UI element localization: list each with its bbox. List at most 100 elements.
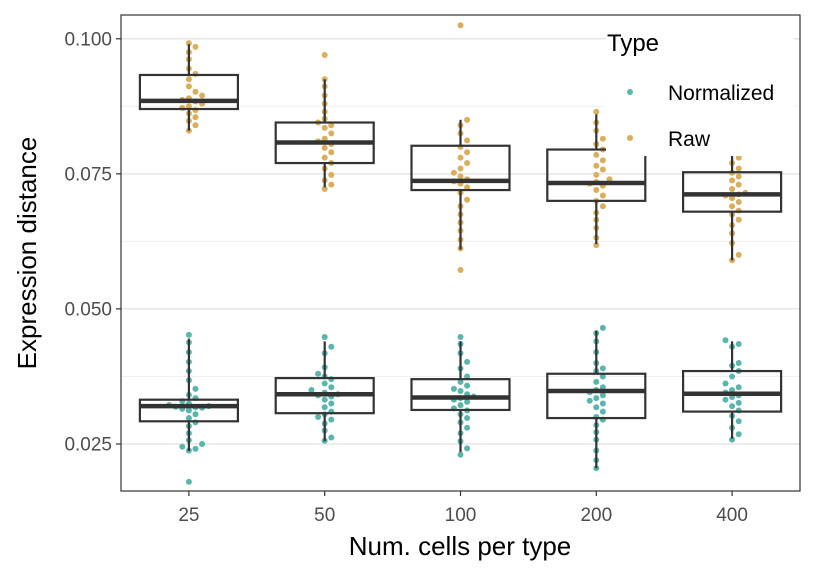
data-point-raw (735, 181, 742, 188)
data-point-raw (192, 88, 199, 95)
data-point-raw (464, 149, 471, 156)
data-point-normalized (315, 370, 322, 377)
data-point-normalized (192, 411, 199, 418)
data-point-raw (328, 181, 335, 188)
data-point-normalized (464, 398, 471, 405)
legend-label-normalized: Normalized (668, 82, 774, 105)
data-point-raw (593, 242, 600, 249)
data-point-normalized (185, 331, 192, 338)
data-point-raw (599, 135, 606, 142)
box-normalized (410, 378, 511, 412)
box-normalized (681, 369, 783, 413)
data-point-normalized (735, 418, 742, 425)
y-tick-label: 0.100 (64, 29, 112, 50)
box-normalized (138, 398, 239, 423)
data-point-normalized (321, 404, 328, 411)
data-point-normalized (735, 431, 742, 438)
data-point-raw (328, 130, 335, 137)
data-point-raw (464, 116, 471, 123)
data-point-raw (599, 192, 606, 199)
x-tick-label: 50 (314, 505, 335, 526)
data-point-normalized (328, 434, 335, 441)
data-point-normalized (464, 382, 471, 389)
data-point-normalized (735, 359, 742, 366)
data-point-raw (457, 165, 464, 172)
data-point-normalized (192, 445, 199, 452)
data-point-normalized (722, 380, 729, 387)
data-point-raw (464, 137, 471, 144)
data-point-normalized (199, 440, 206, 447)
data-point-normalized (593, 404, 600, 411)
data-point-raw (729, 203, 736, 210)
x-tick-label: 200 (580, 505, 612, 526)
data-point-normalized (464, 373, 471, 380)
data-point-normalized (464, 424, 471, 431)
data-point-raw (192, 43, 199, 50)
x-axis-title: Num. cells per type (349, 531, 572, 561)
data-point-raw (457, 267, 464, 274)
data-point-normalized (599, 324, 606, 331)
y-tick-label: 0.025 (64, 434, 112, 455)
data-point-raw (185, 103, 192, 110)
x-axis: 25 50 100 200 400 (178, 491, 748, 526)
data-point-normalized (599, 408, 606, 415)
data-point-raw (328, 149, 335, 156)
data-point-normalized (328, 343, 335, 350)
data-point-raw (457, 22, 464, 29)
data-point-normalized (599, 400, 606, 407)
box-raw (681, 171, 783, 213)
data-point-raw (185, 40, 192, 47)
data-point-raw (185, 83, 192, 90)
data-point-normalized (599, 373, 606, 380)
data-point-raw (328, 122, 335, 129)
data-point-normalized (450, 385, 457, 392)
legend-label-raw: Raw (668, 128, 711, 151)
data-point-raw (321, 124, 328, 131)
data-point-normalized (722, 337, 729, 344)
data-point-raw (599, 166, 606, 173)
data-point-normalized (185, 407, 192, 414)
data-point-normalized (321, 396, 328, 403)
y-tick-label: 0.075 (64, 164, 112, 185)
data-point-normalized (328, 416, 335, 423)
data-point-normalized (729, 386, 736, 393)
box-raw (546, 148, 647, 202)
data-point-raw (729, 185, 736, 192)
data-point-raw (735, 165, 742, 172)
data-point-raw (593, 151, 600, 158)
data-point-normalized (308, 386, 315, 393)
data-point-normalized (729, 403, 736, 410)
data-point-normalized (599, 365, 606, 372)
data-point-normalized (457, 334, 464, 341)
data-point-raw (192, 122, 199, 129)
data-point-normalized (464, 445, 471, 452)
y-axis: 0.025 0.050 0.075 0.100 (64, 29, 121, 455)
data-point-normalized (315, 413, 322, 420)
data-point-normalized (179, 443, 186, 450)
data-point-raw (321, 144, 328, 151)
data-point-normalized (457, 451, 464, 458)
data-point-raw (729, 177, 736, 184)
data-point-raw (192, 114, 199, 121)
x-tick-label: 400 (716, 505, 748, 526)
data-point-raw (321, 185, 328, 192)
legend: Type Normalized Raw (606, 22, 794, 156)
data-point-raw (729, 195, 736, 202)
data-point-raw (450, 169, 457, 176)
data-point-raw (593, 162, 600, 169)
data-point-raw (599, 157, 606, 164)
data-point-normalized (722, 396, 729, 403)
data-point-normalized (457, 402, 464, 409)
box-normalized (546, 372, 647, 420)
data-point-normalized (599, 384, 606, 391)
data-point-raw (735, 216, 742, 223)
data-point-raw (735, 154, 742, 161)
data-point-normalized (464, 415, 471, 422)
data-point-raw (321, 154, 328, 161)
x-tick-label: 100 (445, 505, 477, 526)
data-point-normalized (192, 385, 199, 392)
data-point-normalized (321, 334, 328, 341)
data-point-normalized (599, 392, 606, 399)
data-point-normalized (735, 399, 742, 406)
